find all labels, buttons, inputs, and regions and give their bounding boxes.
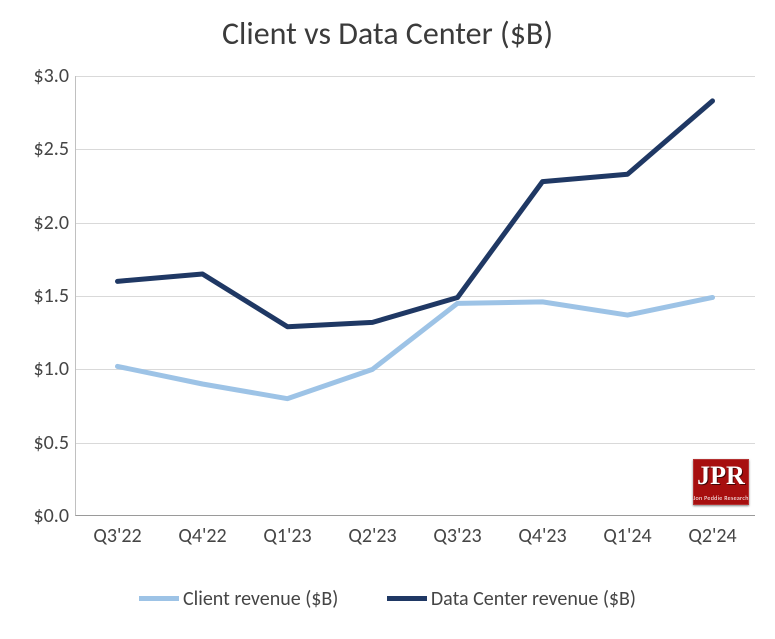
y-tick-label: $1.5 xyxy=(14,284,69,308)
legend-swatch-datacenter xyxy=(387,596,427,601)
y-tick-label: $0.0 xyxy=(14,504,69,528)
y-tick-label: $3.0 xyxy=(14,64,69,88)
series-line-client xyxy=(118,297,713,398)
x-tick-label: Q3'22 xyxy=(75,524,160,548)
y-tick-label: $2.0 xyxy=(14,211,69,235)
x-tick-label: Q1'24 xyxy=(585,524,670,548)
y-tick-label: $0.5 xyxy=(14,431,69,455)
x-tick-label: Q2'23 xyxy=(330,524,415,548)
chart-title: Client vs Data Center ($B) xyxy=(0,14,775,53)
series-line-datacenter xyxy=(118,101,713,327)
x-tick-label: Q4'23 xyxy=(500,524,585,548)
legend-item-datacenter: Data Center revenue ($B) xyxy=(387,587,636,611)
y-tick-label: $2.5 xyxy=(14,137,69,161)
x-tick-label: Q3'23 xyxy=(415,524,500,548)
x-tick-label: Q1'23 xyxy=(245,524,330,548)
x-tick-label: Q2'24 xyxy=(670,524,755,548)
jpr-logo: JPR Jon Peddie Research xyxy=(693,459,749,505)
legend: Client revenue ($B) Data Center revenue … xyxy=(0,583,775,611)
legend-label-datacenter: Data Center revenue ($B) xyxy=(431,587,636,611)
legend-swatch-client xyxy=(139,596,179,601)
jpr-logo-subtext: Jon Peddie Research xyxy=(693,494,749,502)
x-tick-label: Q4'22 xyxy=(160,524,245,548)
chart-lines xyxy=(75,76,755,516)
legend-label-client: Client revenue ($B) xyxy=(183,587,338,611)
legend-item-client: Client revenue ($B) xyxy=(139,587,338,611)
chart-root: Client vs Data Center ($B) $3.0 $2.5 $2.… xyxy=(0,0,775,639)
y-tick-label: $1.0 xyxy=(14,357,69,381)
jpr-logo-text: JPR xyxy=(693,461,749,491)
